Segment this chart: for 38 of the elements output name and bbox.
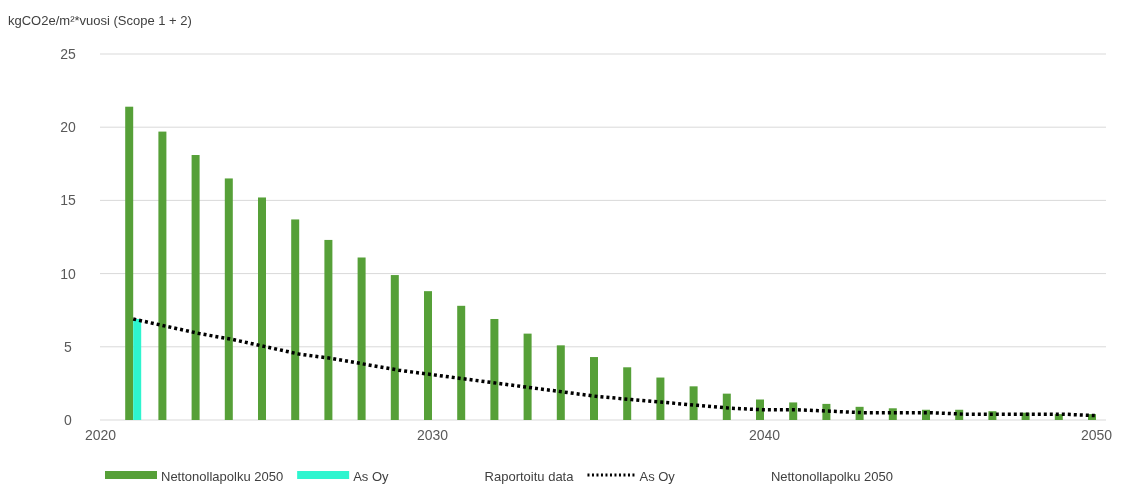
- text: Nettonollapolku 2050: [770, 469, 894, 484]
- bar: [158, 131, 167, 420]
- bar: [789, 402, 798, 420]
- legend-label: As Oy: [353, 469, 390, 484]
- x-tick-label: 2020: [84, 426, 117, 443]
- bar: [590, 357, 598, 420]
- bar: [125, 106, 134, 420]
- bar: [133, 318, 142, 420]
- bar: [490, 318, 499, 420]
- x-tick-label: 2030: [416, 426, 449, 443]
- bar: [457, 305, 466, 420]
- bar: [689, 386, 698, 420]
- bar: [623, 367, 632, 420]
- legend-label: As Oy: [639, 469, 676, 484]
- bar: [258, 197, 266, 420]
- bar: [357, 257, 366, 420]
- bar: [556, 345, 565, 420]
- legend-label: Nettonollapolku 2050: [161, 469, 284, 484]
- bar: [324, 239, 333, 420]
- bar: [390, 275, 399, 420]
- y-tick-label: 0: [64, 411, 73, 428]
- bar: [424, 291, 432, 420]
- bar: [656, 377, 665, 420]
- bar: [722, 393, 731, 420]
- bar: [291, 219, 300, 420]
- bar: [191, 155, 200, 420]
- y-tick-label: 10: [60, 265, 76, 282]
- y-tick-label: 15: [60, 192, 76, 209]
- bar: [224, 178, 233, 420]
- y-tick-label: 20: [60, 119, 76, 136]
- text: Raportoitu data: [484, 469, 575, 484]
- y-axis-title: kgCO2e/m²*vuosi (Scope 1 + 2): [8, 13, 192, 28]
- x-tick-label: 2050: [1080, 426, 1113, 443]
- line-series: [131, 317, 1098, 418]
- x-tick-label: 2040: [748, 426, 781, 443]
- bar: [523, 333, 532, 420]
- y-tick-label: 25: [60, 45, 76, 62]
- y-tick-label: 5: [64, 338, 73, 355]
